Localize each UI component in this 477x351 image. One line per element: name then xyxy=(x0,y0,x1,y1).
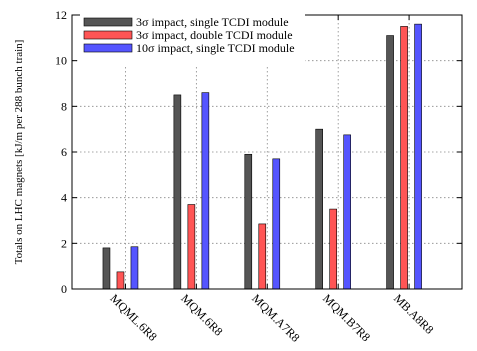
y-tick-label: 10 xyxy=(55,54,67,68)
x-tick-labels: MQML.6R8 MQM.6R8 MQM.A7R8 MQM.B7R8 MB.A8R8 xyxy=(107,291,436,345)
x-tick-label: MQML.6R8 xyxy=(107,291,160,344)
bar xyxy=(315,128,323,290)
legend-swatch xyxy=(83,43,133,53)
bar xyxy=(173,94,182,290)
y-tick-label: 12 xyxy=(55,8,67,22)
bar xyxy=(400,26,408,290)
bar xyxy=(102,247,111,290)
y-tick-label: 6 xyxy=(61,145,67,159)
y-tick-label: 0 xyxy=(61,282,67,296)
legend-entry-label: 10σ impact, single TCDI module xyxy=(136,41,295,55)
bar xyxy=(272,158,281,290)
legend-swatch xyxy=(83,17,133,27)
bar xyxy=(386,35,394,290)
bar xyxy=(258,223,267,290)
x-tick-label: MQM.B7R8 xyxy=(320,291,373,344)
bar xyxy=(244,153,253,290)
x-tick-label: MQM.6R8 xyxy=(178,291,225,338)
bar xyxy=(116,271,125,290)
x-tick-label: MB.A8R8 xyxy=(391,291,436,336)
x-tick-label: MQM.A7R8 xyxy=(249,291,303,345)
legend-entry-label: 3σ impact, single TCDI module xyxy=(136,15,289,29)
legend-swatch xyxy=(83,30,133,40)
y-tick-labels: 0 2 4 6 8 10 12 xyxy=(55,8,67,296)
y-tick-label: 4 xyxy=(61,191,67,205)
y-tick-label: 2 xyxy=(61,236,67,250)
legend-entry-label: 3σ impact, double TCDI module xyxy=(136,28,293,42)
bar xyxy=(329,208,337,290)
bar xyxy=(187,204,196,290)
bars xyxy=(102,23,422,290)
bar xyxy=(130,246,139,290)
bar xyxy=(414,23,422,290)
bar xyxy=(343,134,351,290)
y-tick-label: 8 xyxy=(61,99,67,113)
bar xyxy=(201,92,210,290)
y-axis-label: Totals on LHC magnets [kJ/m per 288 bunc… xyxy=(13,40,25,265)
